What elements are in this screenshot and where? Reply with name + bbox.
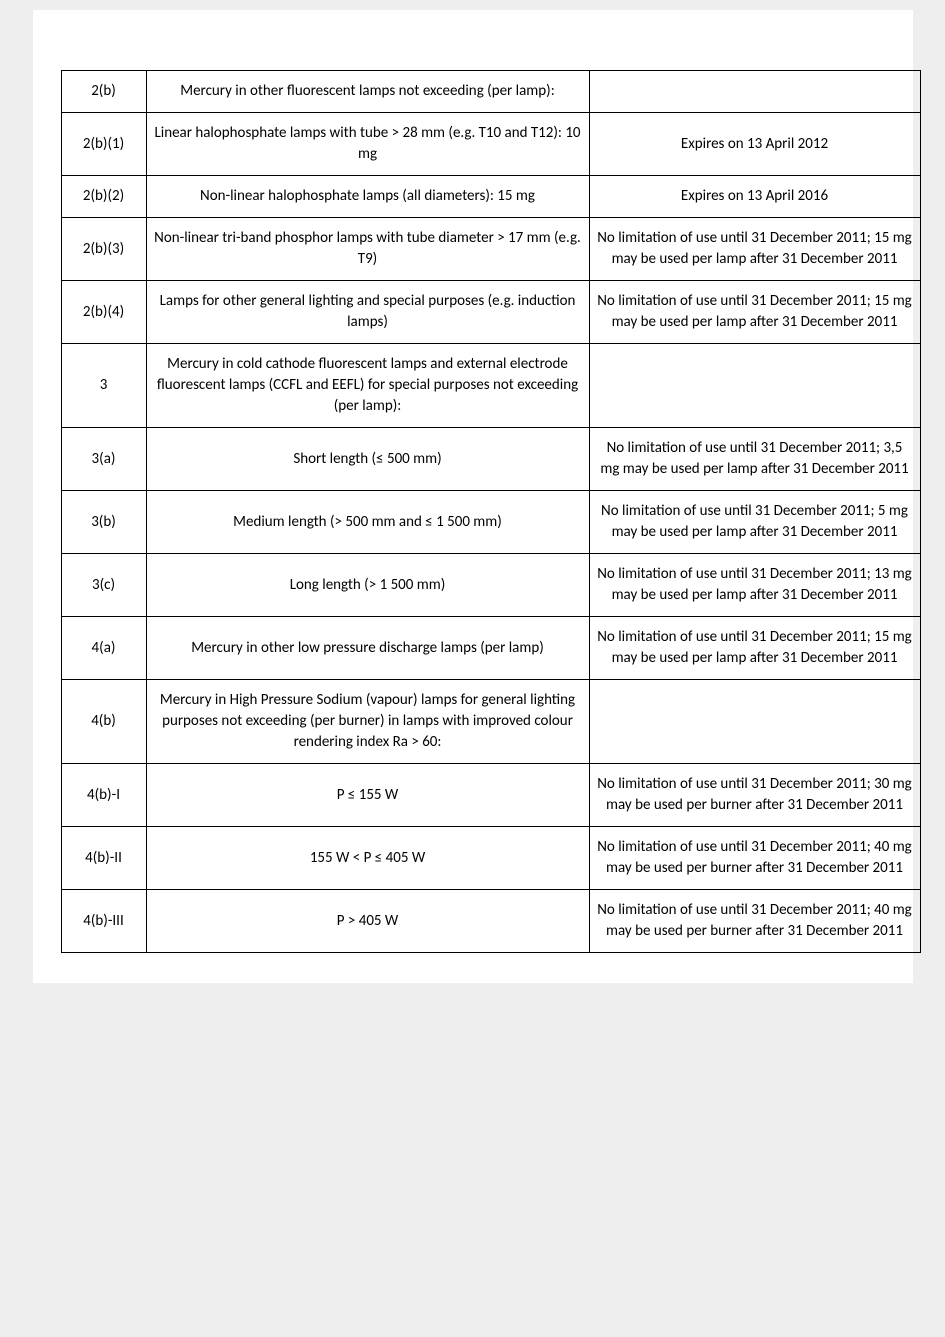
table-row: 4(b)-II 155 W < P ≤ 405 W No limitation …: [61, 827, 920, 890]
cell-code: 3(a): [61, 428, 146, 491]
table-body: 2(b) Mercury in other fluorescent lamps …: [61, 71, 920, 953]
table-row: 3(a) Short length (≤ 500 mm) No limitati…: [61, 428, 920, 491]
cell-desc: Lamps for other general lighting and spe…: [146, 281, 589, 344]
cell-limit: [589, 680, 920, 764]
cell-code: 2(b): [61, 71, 146, 113]
cell-code: 2(b)(4): [61, 281, 146, 344]
cell-limit: No limitation of use until 31 December 2…: [589, 827, 920, 890]
cell-limit: No limitation of use until 31 December 2…: [589, 218, 920, 281]
table-row: 2(b)(3) Non-linear tri-band phosphor lam…: [61, 218, 920, 281]
cell-limit: No limitation of use until 31 December 2…: [589, 554, 920, 617]
table-row: 4(b)-III P > 405 W No limitation of use …: [61, 890, 920, 953]
cell-code: 3: [61, 344, 146, 428]
table-row: 4(a) Mercury in other low pressure disch…: [61, 617, 920, 680]
cell-limit: [589, 71, 920, 113]
cell-desc: Medium length (> 500 mm and ≤ 1 500 mm): [146, 491, 589, 554]
cell-desc: P ≤ 155 W: [146, 764, 589, 827]
table-row: 4(b) Mercury in High Pressure Sodium (va…: [61, 680, 920, 764]
table-row: 2(b)(4) Lamps for other general lighting…: [61, 281, 920, 344]
cell-code: 4(b)-II: [61, 827, 146, 890]
cell-limit: No limitation of use until 31 December 2…: [589, 764, 920, 827]
cell-desc: 155 W < P ≤ 405 W: [146, 827, 589, 890]
cell-code: 4(a): [61, 617, 146, 680]
table-row: 2(b) Mercury in other fluorescent lamps …: [61, 71, 920, 113]
page-container: 2(b) Mercury in other fluorescent lamps …: [33, 10, 913, 983]
cell-code: 3(c): [61, 554, 146, 617]
cell-desc: Mercury in High Pressure Sodium (vapour)…: [146, 680, 589, 764]
table-row: 2(b)(2) Non-linear halophosphate lamps (…: [61, 176, 920, 218]
cell-desc: Long length (> 1 500 mm): [146, 554, 589, 617]
cell-limit: No limitation of use until 31 December 2…: [589, 491, 920, 554]
cell-desc: Non-linear halophosphate lamps (all diam…: [146, 176, 589, 218]
cell-limit: Expires on 13 April 2016: [589, 176, 920, 218]
table-row: 3(c) Long length (> 1 500 mm) No limitat…: [61, 554, 920, 617]
cell-desc: Non-linear tri-band phosphor lamps with …: [146, 218, 589, 281]
cell-code: 2(b)(3): [61, 218, 146, 281]
table-row: 4(b)-I P ≤ 155 W No limitation of use un…: [61, 764, 920, 827]
cell-limit: Expires on 13 April 2012: [589, 113, 920, 176]
cell-desc: Mercury in other low pressure discharge …: [146, 617, 589, 680]
cell-desc: Linear halophosphate lamps with tube > 2…: [146, 113, 589, 176]
cell-limit: [589, 344, 920, 428]
cell-code: 4(b)-III: [61, 890, 146, 953]
cell-desc: Mercury in cold cathode fluorescent lamp…: [146, 344, 589, 428]
cell-code: 4(b)-I: [61, 764, 146, 827]
cell-code: 2(b)(1): [61, 113, 146, 176]
table-row: 3(b) Medium length (> 500 mm and ≤ 1 500…: [61, 491, 920, 554]
cell-limit: No limitation of use until 31 December 2…: [589, 281, 920, 344]
cell-desc: Mercury in other fluorescent lamps not e…: [146, 71, 589, 113]
table-row: 2(b)(1) Linear halophosphate lamps with …: [61, 113, 920, 176]
cell-desc: Short length (≤ 500 mm): [146, 428, 589, 491]
cell-code: 4(b): [61, 680, 146, 764]
cell-limit: No limitation of use until 31 December 2…: [589, 428, 920, 491]
cell-code: 3(b): [61, 491, 146, 554]
cell-limit: No limitation of use until 31 December 2…: [589, 890, 920, 953]
cell-code: 2(b)(2): [61, 176, 146, 218]
table-row: 3 Mercury in cold cathode fluorescent la…: [61, 344, 920, 428]
cell-limit: No limitation of use until 31 December 2…: [589, 617, 920, 680]
exemption-table: 2(b) Mercury in other fluorescent lamps …: [61, 70, 921, 953]
cell-desc: P > 405 W: [146, 890, 589, 953]
